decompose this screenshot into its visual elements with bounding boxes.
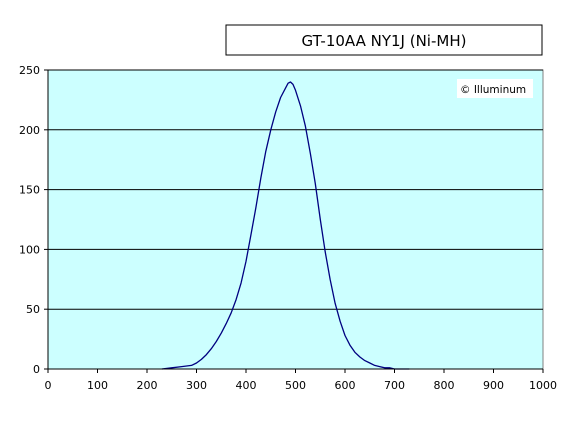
gridlines — [48, 69, 543, 310]
x-tick-label: 600 — [335, 379, 356, 392]
y-tick-label: 250 — [19, 64, 40, 77]
y-tick-label: 0 — [33, 363, 40, 376]
series-line — [161, 81, 410, 370]
watermark-box — [457, 79, 533, 98]
chart-title: GT-10AA NY1J (Ni-MH) — [302, 32, 467, 50]
y-tick-label: 200 — [19, 124, 40, 137]
plot-area — [47, 69, 544, 370]
x-tick-label: 500 — [285, 379, 306, 392]
x-tick-label: 100 — [87, 379, 108, 392]
x-tick-label: 700 — [384, 379, 405, 392]
series-group — [161, 81, 410, 370]
watermark-text: © Illuminum — [460, 84, 526, 96]
y-tick-label: 100 — [19, 243, 40, 256]
y-axis-ticks: 0 50 100 150 200 250 — [19, 64, 48, 376]
watermark: © Illuminum — [457, 79, 533, 98]
x-tick-label: 900 — [483, 379, 504, 392]
x-tick-label: 1000 — [529, 379, 557, 392]
x-tick-label: 200 — [137, 379, 158, 392]
x-tick-label: 0 — [45, 379, 52, 392]
y-tick-label: 50 — [26, 303, 40, 316]
chart-title-box — [225, 24, 543, 56]
x-axis-ticks: 0 100 200 300 400 500 600 700 800 900 1000 — [45, 369, 557, 392]
x-tick-label: 800 — [434, 379, 455, 392]
y-tick-label: 150 — [19, 184, 40, 197]
x-tick-label: 300 — [186, 379, 207, 392]
x-tick-label: 400 — [236, 379, 257, 392]
